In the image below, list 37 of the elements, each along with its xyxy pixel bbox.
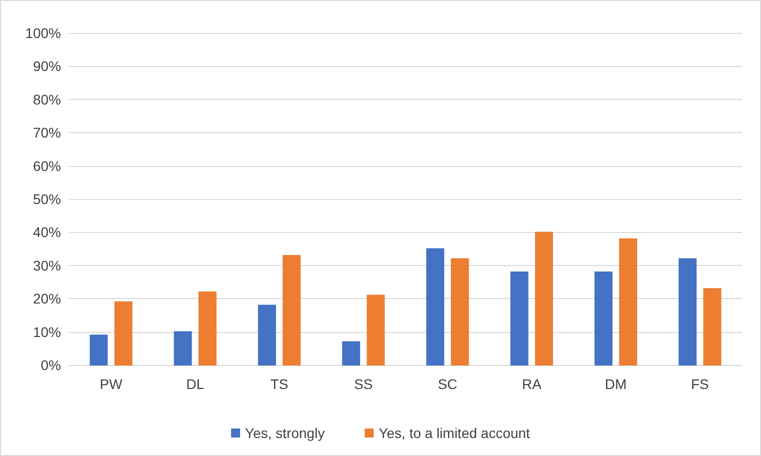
x-tick-label: RA bbox=[522, 376, 542, 392]
bar bbox=[90, 334, 108, 366]
bar bbox=[703, 288, 722, 366]
x-tick-label: SS bbox=[354, 376, 373, 392]
bar bbox=[174, 331, 192, 366]
y-tick-label: 60% bbox=[32, 158, 61, 174]
y-tick-label: 20% bbox=[32, 290, 61, 307]
y-tick-label: 0% bbox=[40, 357, 61, 373]
bar bbox=[594, 272, 612, 366]
bar bbox=[366, 294, 385, 366]
bar bbox=[258, 304, 276, 366]
bar bbox=[342, 341, 360, 366]
legend-label: Yes, to a limited account bbox=[378, 425, 530, 441]
bar bbox=[510, 272, 528, 366]
y-tick-label: 100% bbox=[25, 25, 61, 41]
x-tick-label: SC bbox=[438, 376, 458, 392]
x-tick-label: DM bbox=[604, 376, 627, 392]
bar bbox=[450, 258, 469, 366]
x-tick-label: PW bbox=[100, 376, 124, 392]
y-tick-label: 10% bbox=[32, 324, 61, 340]
x-tick-label: FS bbox=[690, 376, 709, 392]
y-tick-label: 80% bbox=[32, 91, 61, 108]
bar bbox=[198, 291, 217, 366]
y-tick-label: 90% bbox=[32, 58, 61, 74]
y-tick-label: 40% bbox=[32, 224, 61, 240]
bar bbox=[678, 258, 697, 366]
y-tick-label: 70% bbox=[32, 124, 61, 141]
bar bbox=[619, 238, 638, 366]
x-tick-label: TS bbox=[270, 376, 288, 392]
legend-label: Yes, strongly bbox=[245, 425, 325, 441]
bar bbox=[114, 301, 132, 366]
bar bbox=[282, 254, 301, 366]
y-tick-label: 30% bbox=[32, 257, 61, 274]
x-tick-label: DL bbox=[186, 376, 204, 392]
bar bbox=[535, 232, 554, 366]
y-tick-label: 50% bbox=[32, 191, 61, 207]
bar bbox=[426, 248, 444, 366]
